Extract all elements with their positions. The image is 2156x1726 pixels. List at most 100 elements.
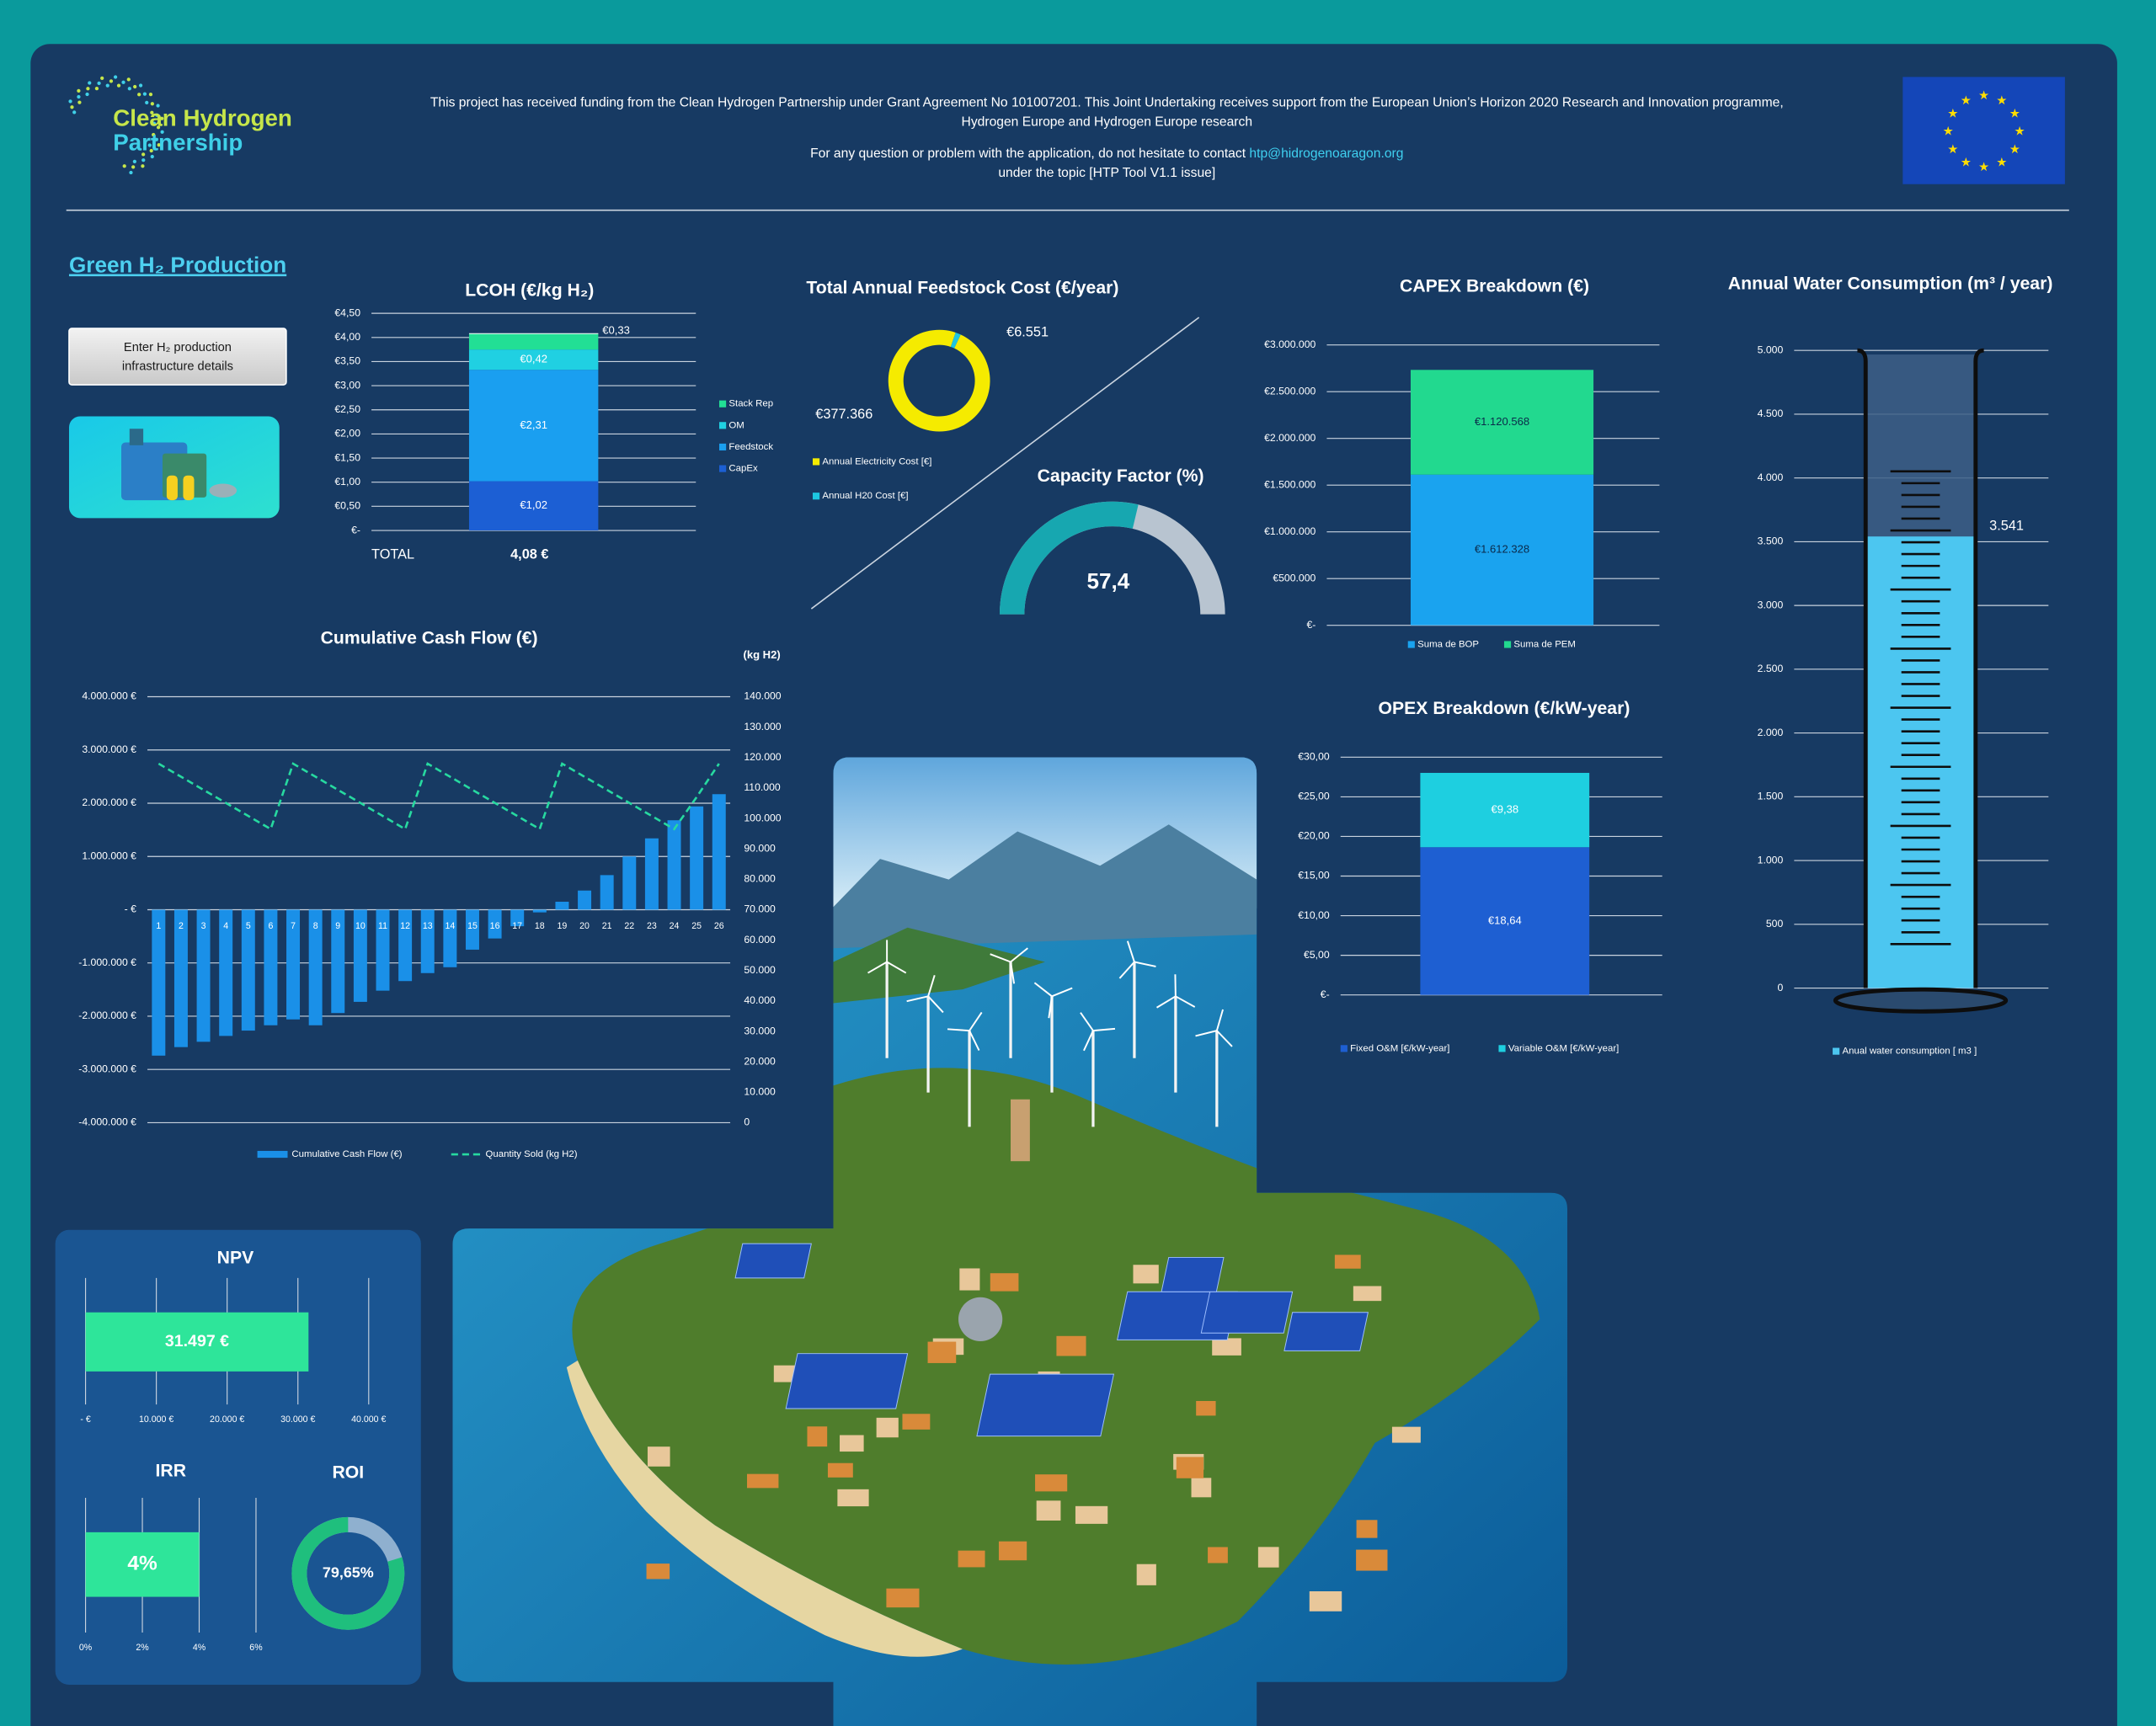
- logo-dot: [160, 116, 164, 120]
- eu-star: ★: [2009, 143, 2020, 157]
- wind-turbine-blade: [1215, 1009, 1224, 1031]
- x-tick-label: 8: [313, 921, 318, 931]
- y2-tick-label: 20.000: [744, 1055, 776, 1067]
- y-tick-label: -4.000.000 €: [78, 1116, 136, 1128]
- gauge-label: 57,4: [1086, 568, 1129, 594]
- x-tick-label: 4: [223, 921, 228, 931]
- logo-dot: [122, 164, 126, 168]
- photo-house: [959, 1268, 980, 1291]
- legend-label: Cumulative Cash Flow (€): [291, 1149, 402, 1159]
- logo-dot: [105, 83, 109, 88]
- button-label[interactable]: infrastructure details: [122, 360, 233, 374]
- chart-title: CAPEX Breakdown (€): [1400, 277, 1589, 296]
- photo-house: [1356, 1520, 1378, 1538]
- y-tick-label: - €: [125, 903, 136, 915]
- logo-dot: [137, 93, 141, 97]
- logo-dot: [68, 99, 72, 104]
- logo-dot: [141, 152, 146, 157]
- logo-dot: [77, 88, 81, 93]
- y2-tick-label: 60.000: [744, 934, 776, 946]
- y-tick-label: €2.000.000: [1264, 432, 1315, 444]
- bar: [600, 875, 614, 910]
- bar: [173, 909, 188, 1047]
- chart-title: Total Annual Feedstock Cost (€/year): [806, 278, 1118, 297]
- bar: [555, 902, 569, 910]
- logo-dot: [77, 100, 82, 104]
- x-tick-label: 17: [512, 921, 522, 931]
- x-tick-label: 20.000 €: [210, 1414, 244, 1425]
- solar-panel: [1200, 1291, 1294, 1334]
- bar: [286, 909, 301, 1020]
- y-tick-label: €-: [1306, 619, 1315, 631]
- solar-panel: [976, 1373, 1115, 1437]
- logo-dot: [156, 104, 160, 108]
- data-label: €377.366: [815, 407, 873, 422]
- solar-panel: [1283, 1312, 1369, 1351]
- bar: [712, 794, 726, 910]
- photo-beach: [566, 1360, 963, 1657]
- x-tick-label: 24: [670, 921, 680, 931]
- eu-star: ★: [1978, 89, 1989, 103]
- x-tick-label: 18: [535, 921, 545, 931]
- bar: [622, 856, 637, 910]
- y-tick-label: €30,00: [1298, 751, 1330, 763]
- x-tick-label: 12: [400, 921, 410, 931]
- legend-label: Annual Electricity Cost [€]: [822, 456, 931, 466]
- logo-dot: [148, 92, 153, 97]
- logo-dot: [116, 83, 121, 88]
- legend-label: OM: [728, 420, 744, 430]
- logo-dot: [154, 137, 158, 141]
- pie-slice: [888, 329, 990, 432]
- bar: [532, 909, 547, 913]
- funding-text: This project has received funding from t…: [430, 96, 1784, 110]
- eu-star: ★: [2014, 125, 2025, 139]
- y-tick-label: €2,50: [334, 403, 360, 415]
- wind-turbine-blade: [1216, 1030, 1233, 1047]
- legend-swatch: [1498, 1045, 1506, 1052]
- y-tick-label: 4.000.000 €: [82, 690, 136, 702]
- x-tick-label: 0%: [79, 1643, 93, 1653]
- data-label: 31.497 €: [165, 1332, 229, 1350]
- wind-turbine-blade: [1083, 1030, 1094, 1052]
- x-tick-label: 21: [602, 921, 612, 931]
- solar-panel: [1161, 1256, 1225, 1292]
- email-link[interactable]: htp@hidrogenoaragon.org: [1249, 146, 1403, 161]
- bar: [85, 1532, 200, 1597]
- data-label: €9,38: [1491, 803, 1518, 816]
- y-tick-label: €-: [1321, 988, 1330, 1000]
- bar: [690, 806, 704, 910]
- bar: [196, 909, 211, 1042]
- wind-turbine-blade: [867, 961, 888, 974]
- wind-turbine-blade: [1051, 987, 1073, 998]
- logo-dot: [150, 110, 154, 115]
- funding-text: Hydrogen Europe and Hydrogen Europe rese…: [962, 115, 1253, 129]
- bar: [152, 909, 166, 1056]
- x-tick-label: 6%: [249, 1643, 263, 1653]
- x-tick-label: 14: [445, 921, 455, 931]
- eu-stars: ★ ★★★★★★★★★★★: [1943, 89, 2025, 174]
- bar: [398, 909, 413, 982]
- y-tick-label: €2.500.000: [1264, 385, 1315, 397]
- logo-dot: [133, 84, 137, 89]
- eu-flag: [1903, 77, 2065, 184]
- bar-segment: [1420, 847, 1590, 995]
- logo-dot: [109, 79, 114, 83]
- logo-dot: [157, 143, 161, 147]
- button-label[interactable]: Enter H₂ production: [124, 341, 232, 354]
- logo-dot: [156, 125, 161, 130]
- details-button[interactable]: [68, 328, 287, 386]
- water-level: [1865, 536, 1976, 988]
- y-tick-label: €1.000.000: [1264, 525, 1315, 537]
- y-tick-label: 4.000: [1758, 471, 1784, 483]
- y2-tick-label: 10.000: [744, 1086, 776, 1098]
- logo-text: Clean Hydrogen: [113, 104, 292, 131]
- photo-house: [1356, 1549, 1388, 1571]
- chart-title: ROI: [332, 1462, 364, 1482]
- x-tick-label: 5: [246, 921, 251, 931]
- charts: LCOH (€/kg H₂) €- €0,50 €1,00 €1,50 €2,00 €2,5…: [78, 274, 2052, 1652]
- y-tick-label: 1.500: [1758, 791, 1784, 802]
- logo-dot: [94, 87, 99, 91]
- legend-swatch: [719, 465, 727, 472]
- legend-label: Suma de PEM: [1513, 640, 1576, 650]
- x-tick-label: 23: [647, 921, 657, 931]
